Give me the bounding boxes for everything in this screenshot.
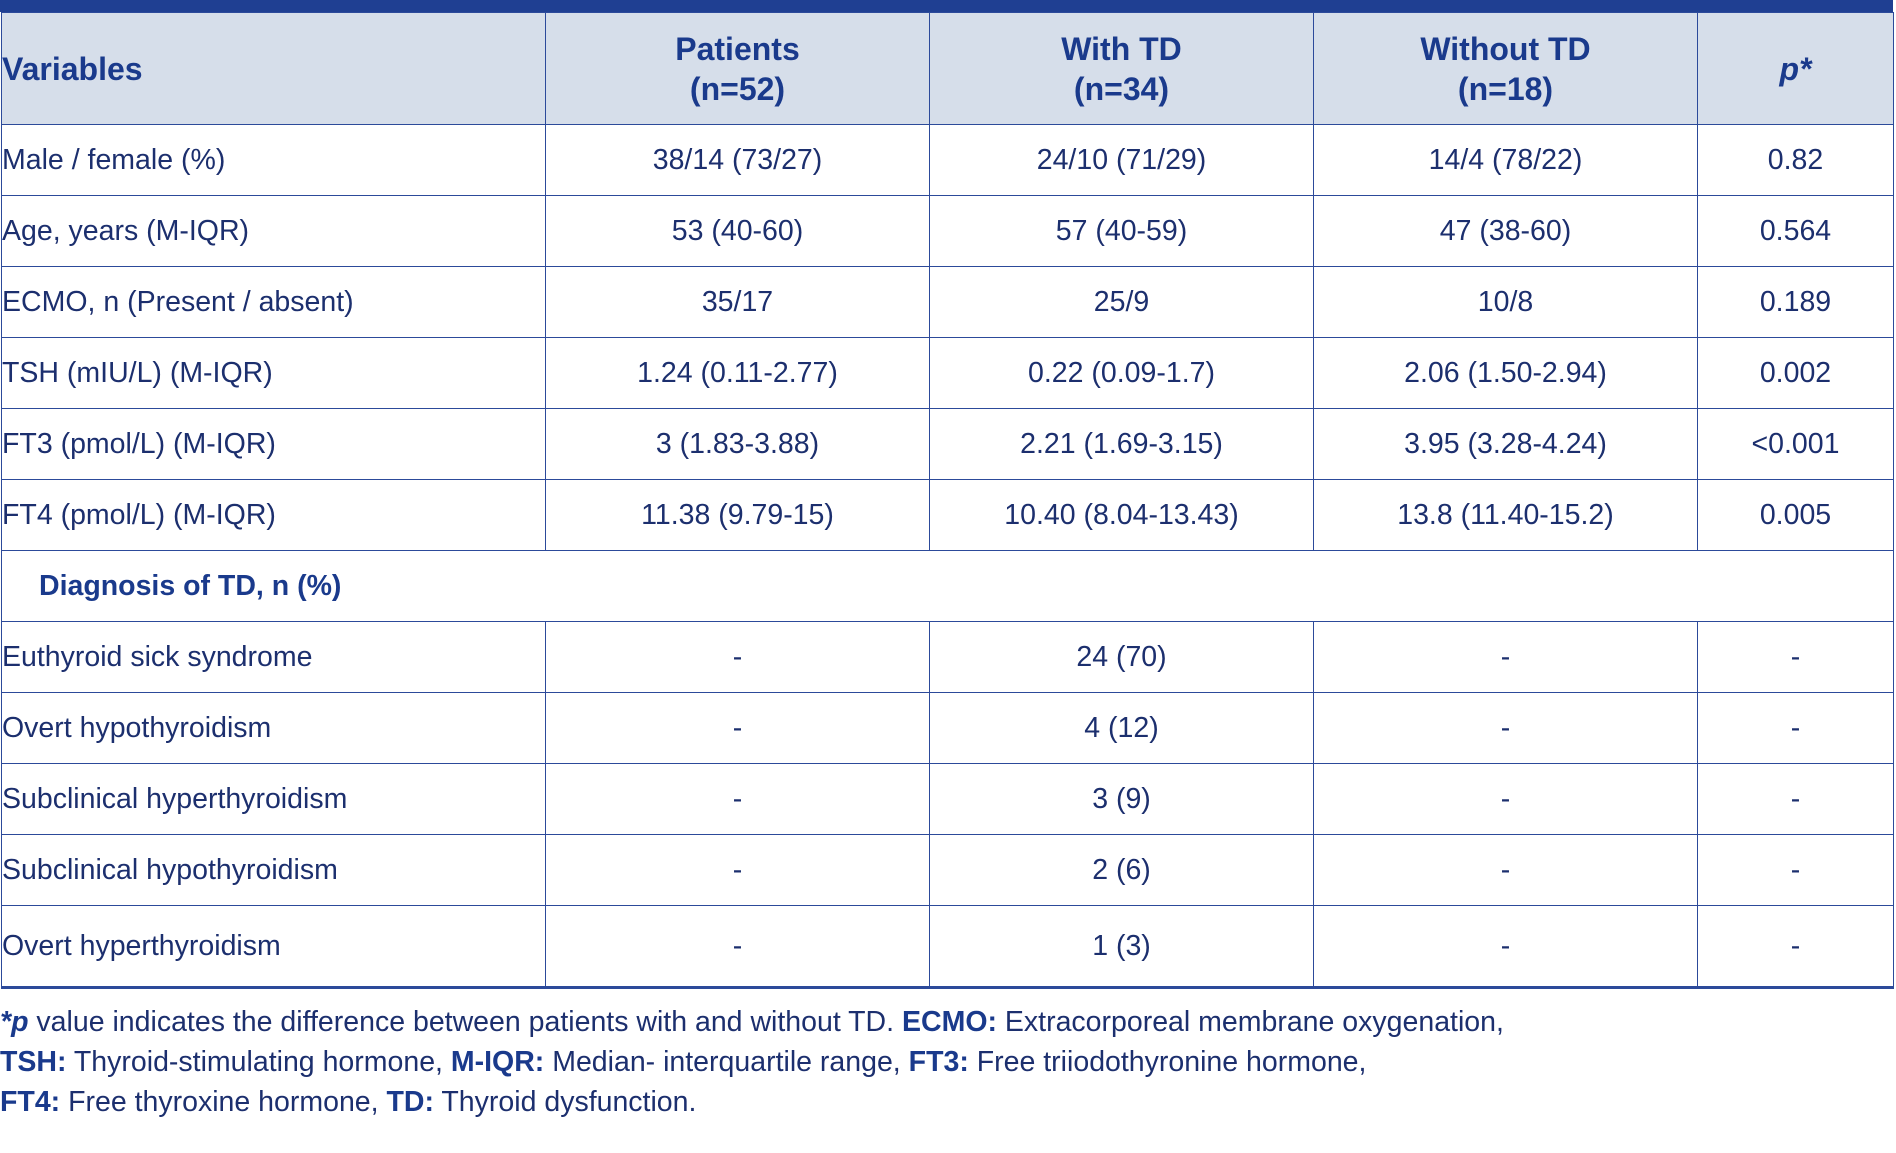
header-with-td-label: With TD xyxy=(1061,30,1182,67)
footnote-text: Extracorporeal membrane oxygenation, xyxy=(996,1006,1504,1038)
cell-p-value: 0.005 xyxy=(1697,479,1894,551)
cell-patients: - xyxy=(545,834,930,906)
row-label: FT3 (pmol/L) (M-IQR) xyxy=(1,408,546,480)
cell-with-td: 3 (9) xyxy=(929,763,1314,835)
header-patients-n: (n=52) xyxy=(689,70,786,107)
row-label: TSH (mIU/L) (M-IQR) xyxy=(1,337,546,409)
cell-with-td: 0.22 (0.09-1.7) xyxy=(929,337,1314,409)
header-without-td-label: Without TD xyxy=(1420,30,1591,67)
cell-p-value: 0.189 xyxy=(1697,266,1894,338)
table-footnote: *p value indicates the difference betwee… xyxy=(0,1002,1880,1122)
cell-with-td: 25/9 xyxy=(929,266,1314,338)
header-patients-label: Patients xyxy=(675,30,800,67)
row-label: Overt hyperthyroidism xyxy=(1,905,546,989)
table-header: Variables Patients (n=52) With TD (n=34) W… xyxy=(1,12,1894,125)
table-row: TSH (mIU/L) (M-IQR) 1.24 (0.11-2.77) 0.2… xyxy=(1,337,1894,409)
cell-without-td: - xyxy=(1313,834,1698,906)
row-label: Euthyroid sick syndrome xyxy=(1,621,546,693)
cell-patients: - xyxy=(545,692,930,764)
cell-without-td: 13.8 (11.40-15.2) xyxy=(1313,479,1698,551)
cell-patients: - xyxy=(545,621,930,693)
cell-without-td: - xyxy=(1313,905,1698,989)
cell-p-value: - xyxy=(1697,621,1894,693)
cell-patients: 3 (1.83-3.88) xyxy=(545,408,930,480)
cell-patients: 35/17 xyxy=(545,266,930,338)
cell-without-td: 2.06 (1.50-2.94) xyxy=(1313,337,1698,409)
cell-p-value: - xyxy=(1697,834,1894,906)
table-row: Subclinical hyperthyroidism - 3 (9) - - xyxy=(1,763,1894,835)
cell-without-td: 10/8 xyxy=(1313,266,1698,338)
footnote-abbr: TD: xyxy=(386,1086,434,1118)
cell-patients: 38/14 (73/27) xyxy=(545,124,930,196)
cell-without-td: 3.95 (3.28-4.24) xyxy=(1313,408,1698,480)
footnote-text: Free thyroxine hormone, xyxy=(60,1086,387,1118)
cell-without-td: - xyxy=(1313,763,1698,835)
table-row: Subclinical hypothyroidism - 2 (6) - - xyxy=(1,834,1894,906)
cell-with-td: 24 (70) xyxy=(929,621,1314,693)
cell-patients: 11.38 (9.79-15) xyxy=(545,479,930,551)
row-label: Male / female (%) xyxy=(1,124,546,196)
cell-with-td: 10.40 (8.04-13.43) xyxy=(929,479,1314,551)
table-row: FT4 (pmol/L) (M-IQR) 11.38 (9.79-15) 10.… xyxy=(1,479,1894,551)
header-p-value: p* xyxy=(1697,12,1894,125)
results-table: Variables Patients (n=52) With TD (n=34) W… xyxy=(1,12,1894,989)
footnote-text: Thyroid-stimulating hormone, xyxy=(66,1046,451,1078)
row-label: Age, years (M-IQR) xyxy=(1,195,546,267)
cell-p-value: 0.82 xyxy=(1697,124,1894,196)
footnote-abbr: FT3: xyxy=(908,1046,969,1078)
table-row: ECMO, n (Present / absent) 35/17 25/9 10… xyxy=(1,266,1894,338)
row-label: ECMO, n (Present / absent) xyxy=(1,266,546,338)
cell-p-value: - xyxy=(1697,763,1894,835)
cell-patients: - xyxy=(545,763,930,835)
table-row: Age, years (M-IQR) 53 (40-60) 57 (40-59)… xyxy=(1,195,1894,267)
table-row: Male / female (%) 38/14 (73/27) 24/10 (7… xyxy=(1,124,1894,196)
cell-with-td: 24/10 (71/29) xyxy=(929,124,1314,196)
cell-without-td: 14/4 (78/22) xyxy=(1313,124,1698,196)
table-row: Overt hyperthyroidism - 1 (3) - - xyxy=(1,905,1894,989)
row-label: Overt hypothyroidism xyxy=(1,692,546,764)
cell-p-value: - xyxy=(1697,692,1894,764)
header-p-label: p* xyxy=(1779,50,1812,87)
header-without-td: Without TD (n=18) xyxy=(1313,12,1698,125)
section-row: Diagnosis of TD, n (%) xyxy=(1,550,1894,622)
cell-p-value: 0.002 xyxy=(1697,337,1894,409)
cell-patients: 53 (40-60) xyxy=(545,195,930,267)
footnote-text: Median- interquartile range, xyxy=(544,1046,909,1078)
header-patients: Patients (n=52) xyxy=(545,12,930,125)
cell-without-td: 47 (38-60) xyxy=(1313,195,1698,267)
footnote-abbr: TSH: xyxy=(0,1046,67,1078)
row-label: Subclinical hypothyroidism xyxy=(1,834,546,906)
cell-with-td: 4 (12) xyxy=(929,692,1314,764)
footnote-text: Free triiodothyronine hormone, xyxy=(968,1046,1367,1078)
top-rule xyxy=(0,0,1893,12)
cell-without-td: - xyxy=(1313,621,1698,693)
table-row: Overt hypothyroidism - 4 (12) - - xyxy=(1,692,1894,764)
table-row: FT3 (pmol/L) (M-IQR) 3 (1.83-3.88) 2.21 … xyxy=(1,408,1894,480)
cell-patients: 1.24 (0.11-2.77) xyxy=(545,337,930,409)
header-with-td-n: (n=34) xyxy=(1073,70,1170,107)
section-heading: Diagnosis of TD, n (%) xyxy=(1,550,1894,622)
table-row: Euthyroid sick syndrome - 24 (70) - - xyxy=(1,621,1894,693)
header-without-td-n: (n=18) xyxy=(1457,70,1554,107)
footnote-text: Thyroid dysfunction. xyxy=(433,1086,697,1118)
cell-p-value: <0.001 xyxy=(1697,408,1894,480)
table-body: Male / female (%) 38/14 (73/27) 24/10 (7… xyxy=(1,124,1894,989)
header-variables: Variables xyxy=(1,12,546,125)
header-with-td: With TD (n=34) xyxy=(929,12,1314,125)
cell-p-value: - xyxy=(1697,905,1894,989)
row-label: Subclinical hyperthyroidism xyxy=(1,763,546,835)
cell-with-td: 1 (3) xyxy=(929,905,1314,989)
cell-p-value: 0.564 xyxy=(1697,195,1894,267)
cell-without-td: - xyxy=(1313,692,1698,764)
row-label: FT4 (pmol/L) (M-IQR) xyxy=(1,479,546,551)
footnote-abbr: FT4: xyxy=(0,1086,61,1118)
footnote-abbr: ECMO: xyxy=(901,1006,997,1038)
cell-patients: - xyxy=(545,905,930,989)
cell-with-td: 57 (40-59) xyxy=(929,195,1314,267)
cell-with-td: 2.21 (1.69-3.15) xyxy=(929,408,1314,480)
footnote-text: value indicates the difference between p… xyxy=(28,1006,902,1038)
footnote-p-mark: *p xyxy=(0,1006,29,1038)
footnote-abbr: M-IQR: xyxy=(450,1046,545,1078)
cell-with-td: 2 (6) xyxy=(929,834,1314,906)
